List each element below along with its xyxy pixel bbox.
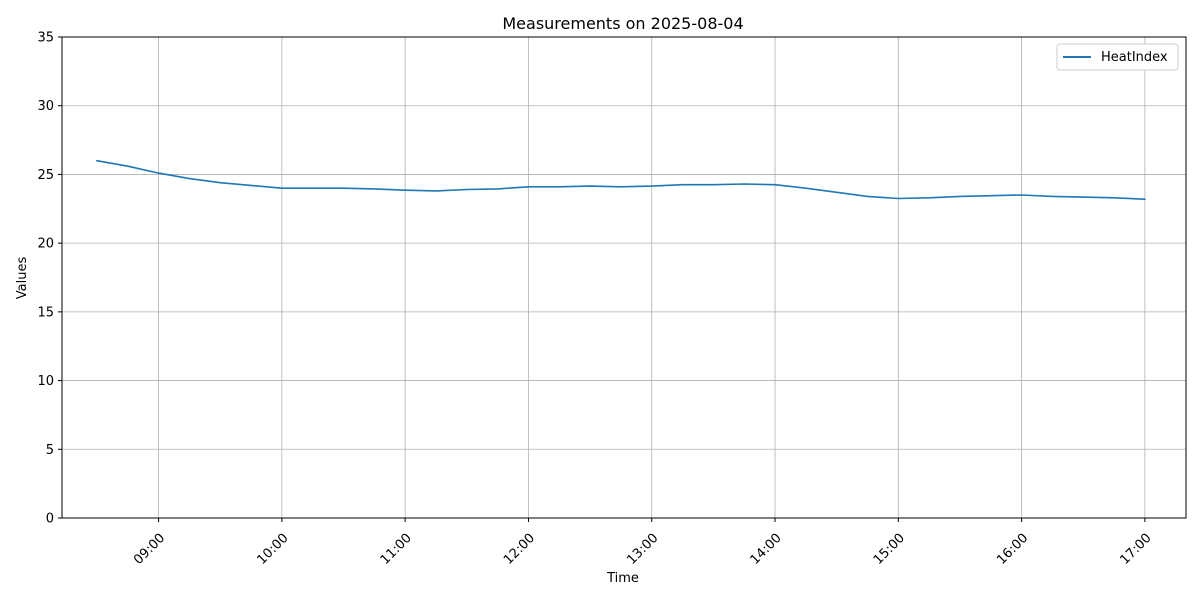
x-tick-label: 10:00 — [254, 531, 291, 568]
x-tick-label: 16:00 — [994, 531, 1031, 568]
y-tick-label: 5 — [46, 443, 54, 458]
grid-lines — [62, 36, 1186, 519]
series-layer — [96, 159, 1146, 200]
y-tick-label: 10 — [37, 374, 54, 389]
y-tick-label: 30 — [37, 99, 54, 114]
x-axis-label: Time — [606, 571, 639, 586]
legend-label-heatindex: HeatIndex — [1101, 50, 1168, 65]
x-tick-label: 14:00 — [748, 531, 785, 568]
x-tick-label: 12:00 — [501, 531, 538, 568]
y-tick-label: 0 — [46, 512, 54, 527]
y-tick-label: 15 — [37, 305, 54, 320]
x-tick-label: 17:00 — [1117, 531, 1154, 568]
y-tick-label: 25 — [37, 168, 54, 183]
x-tick-label: 15:00 — [871, 531, 908, 568]
legend-box — [1056, 43, 1179, 71]
y-axis-label: Values — [15, 257, 30, 300]
y-tick-label: 20 — [37, 237, 54, 252]
legend: HeatIndex — [1056, 43, 1179, 71]
x-tick-label: 09:00 — [131, 531, 168, 568]
x-tick-label: 13:00 — [624, 531, 661, 568]
series-line-heatindex — [96, 159, 1146, 200]
plot-frame — [61, 36, 1187, 519]
y-tick-label: 35 — [37, 31, 54, 46]
y-axis: 0 5 10 15 20 25 30 35 — [37, 31, 62, 527]
x-axis: 09:00 10:00 11:00 12:00 13:00 14:00 15:00 16:00… — [131, 518, 1155, 568]
x-tick-label: 11:00 — [378, 531, 415, 568]
chart-title: Measurements on 2025-08-04 — [502, 14, 743, 33]
